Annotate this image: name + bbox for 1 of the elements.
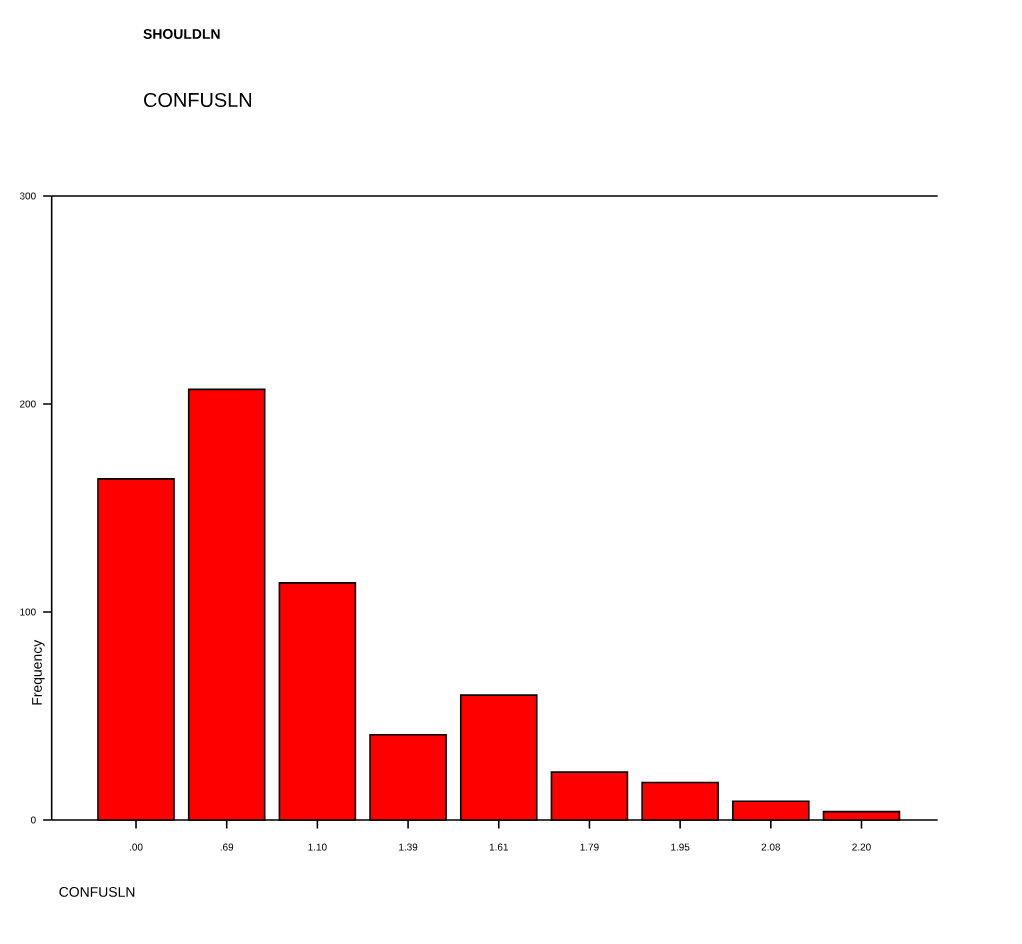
chart-subtitle: CONFUSLN [144, 92, 252, 108]
